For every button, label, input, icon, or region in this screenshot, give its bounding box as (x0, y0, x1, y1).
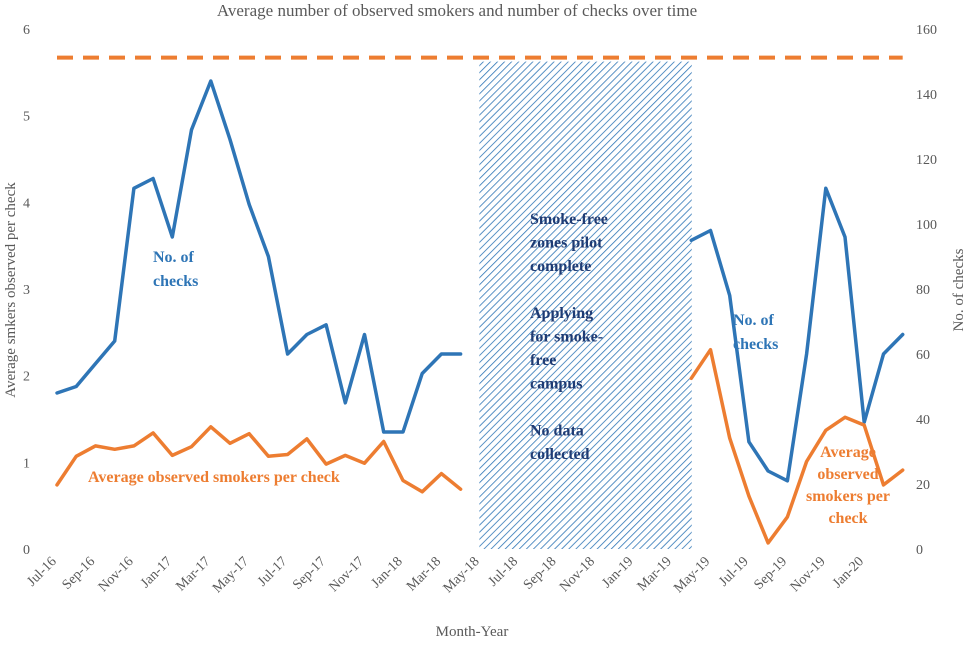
left-tick-label: 2 (23, 370, 30, 385)
annotation-checks-left: No. of checks (153, 249, 198, 290)
annotation-line: zones pilot (530, 235, 603, 252)
annotation-checks-right: No. of checks (733, 312, 778, 353)
annotation-line: No data (530, 423, 584, 440)
no-data-region (479, 61, 692, 549)
annotation-smokers-left: Average observed smokers per check (88, 469, 340, 486)
right-tick-label: 160 (916, 23, 937, 38)
annotation-line: complete (530, 258, 591, 275)
annotation-line: free (530, 352, 556, 369)
checks-line-segment-0 (55, 79, 463, 434)
checks-line-segment-1 (689, 186, 905, 483)
x-tick-label: Jan-19 (599, 554, 636, 591)
left-tick-label: 1 (23, 456, 30, 471)
left-tick-label: 3 (23, 283, 30, 298)
x-tick-label: Jul-17 (255, 554, 290, 589)
x-tick-label: May-18 (441, 554, 483, 596)
x-tick-label: Jul-19 (716, 554, 751, 589)
right-tick-label: 120 (916, 153, 937, 168)
annotation-smokers-right: Average observed smokers per check (806, 444, 890, 527)
x-tick-label: Nov-16 (96, 554, 137, 595)
x-tick-label: Mar-19 (635, 554, 675, 594)
annotation-line: Smoke-free (530, 211, 608, 228)
x-tick-label: Nov-17 (326, 554, 367, 595)
left-axis-label: Average smkers observed per check (3, 182, 19, 398)
right-tick-label: 80 (916, 283, 930, 298)
annotation-line: checks (153, 273, 198, 290)
x-tick-label: May-19 (671, 554, 713, 596)
x-tick-label: Mar-17 (173, 554, 213, 594)
left-tick-label: 5 (23, 110, 30, 125)
x-tick-label: Sep-18 (521, 554, 560, 593)
annotation-gap-text: Smoke-free zones pilot complete Applying for… (530, 211, 608, 463)
annotation-line: for smoke- (530, 329, 603, 346)
x-tick-label: Nov-19 (788, 554, 829, 595)
x-tick-label: Sep-16 (60, 554, 99, 593)
annotation-line: Average observed smokers per check (88, 469, 340, 486)
smokers-line-segment-0 (55, 425, 463, 494)
smokers-line-segment-1 (689, 347, 905, 545)
left-tick-label: 6 (23, 23, 30, 38)
x-tick-label: Mar-18 (404, 554, 444, 594)
x-tick-label: Sep-19 (752, 554, 791, 593)
right-tick-label: 40 (916, 413, 930, 428)
annotation-line: checks (733, 336, 778, 353)
x-tick-label: Sep-17 (290, 554, 329, 593)
annotation-line: Applying (530, 305, 593, 322)
annotation-line: No. of (733, 312, 775, 329)
annotation-line: observed (817, 466, 878, 483)
left-tick-label: 4 (23, 196, 30, 211)
x-axis-label: Month-Year (436, 624, 509, 640)
annotation-line: Average (820, 444, 876, 461)
right-axis-label: No. of checks (951, 248, 967, 331)
right-tick-label: 0 (916, 543, 923, 558)
x-tick-label: Jan-17 (138, 554, 175, 591)
x-tick-label: May-17 (210, 554, 252, 596)
annotation-line: No. of (153, 249, 195, 266)
annotation-line: check (828, 510, 867, 527)
x-tick-label: Jan-18 (369, 554, 406, 591)
annotation-line: smokers per (806, 488, 890, 505)
x-tick-label: Jan-20 (830, 554, 867, 591)
left-tick-label: 0 (23, 543, 30, 558)
right-tick-label: 100 (916, 218, 937, 233)
annotation-line: campus (530, 376, 582, 393)
x-tick-label: Jul-18 (486, 554, 521, 589)
right-tick-label: 20 (916, 478, 930, 493)
right-tick-label: 140 (916, 88, 937, 103)
chart-title: Average number of observed smokers and n… (217, 1, 697, 20)
annotation-line: collected (530, 446, 590, 463)
x-tick-label: Jul-16 (24, 554, 59, 589)
right-tick-label: 60 (916, 348, 930, 363)
x-tick-label: Nov-18 (557, 554, 598, 595)
